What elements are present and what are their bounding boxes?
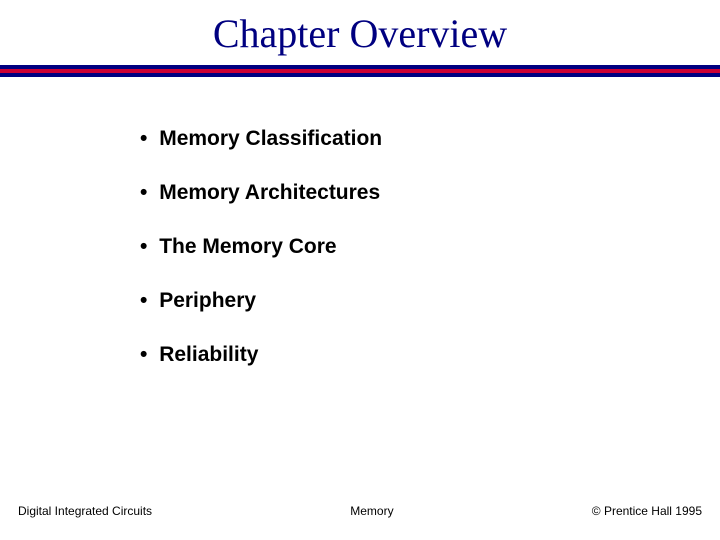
- bullet-icon: •: [140, 235, 147, 259]
- content-area: • Memory Classification • Memory Archite…: [0, 77, 720, 367]
- bullet-icon: •: [140, 181, 147, 205]
- divider-inner: [0, 69, 720, 73]
- page-title: Chapter Overview: [0, 10, 720, 57]
- list-item-label: Reliability: [159, 343, 258, 366]
- list-item: • The Memory Core: [140, 235, 720, 259]
- list-item: • Reliability: [140, 343, 720, 367]
- divider: [0, 65, 720, 77]
- title-area: Chapter Overview: [0, 0, 720, 65]
- footer: Digital Integrated Circuits Memory © Pre…: [0, 504, 720, 518]
- list-item-label: Periphery: [159, 289, 256, 312]
- bullet-list: • Memory Classification • Memory Archite…: [140, 127, 720, 367]
- bullet-icon: •: [140, 127, 147, 151]
- list-item: • Memory Architectures: [140, 181, 720, 205]
- footer-left: Digital Integrated Circuits: [18, 504, 152, 518]
- list-item-label: The Memory Core: [159, 235, 336, 258]
- list-item-label: Memory Classification: [159, 127, 382, 150]
- bullet-icon: •: [140, 343, 147, 367]
- footer-center: Memory: [152, 504, 592, 518]
- bullet-icon: •: [140, 289, 147, 313]
- list-item: • Memory Classification: [140, 127, 720, 151]
- list-item: • Periphery: [140, 289, 720, 313]
- footer-right: © Prentice Hall 1995: [592, 504, 702, 518]
- list-item-label: Memory Architectures: [159, 181, 380, 204]
